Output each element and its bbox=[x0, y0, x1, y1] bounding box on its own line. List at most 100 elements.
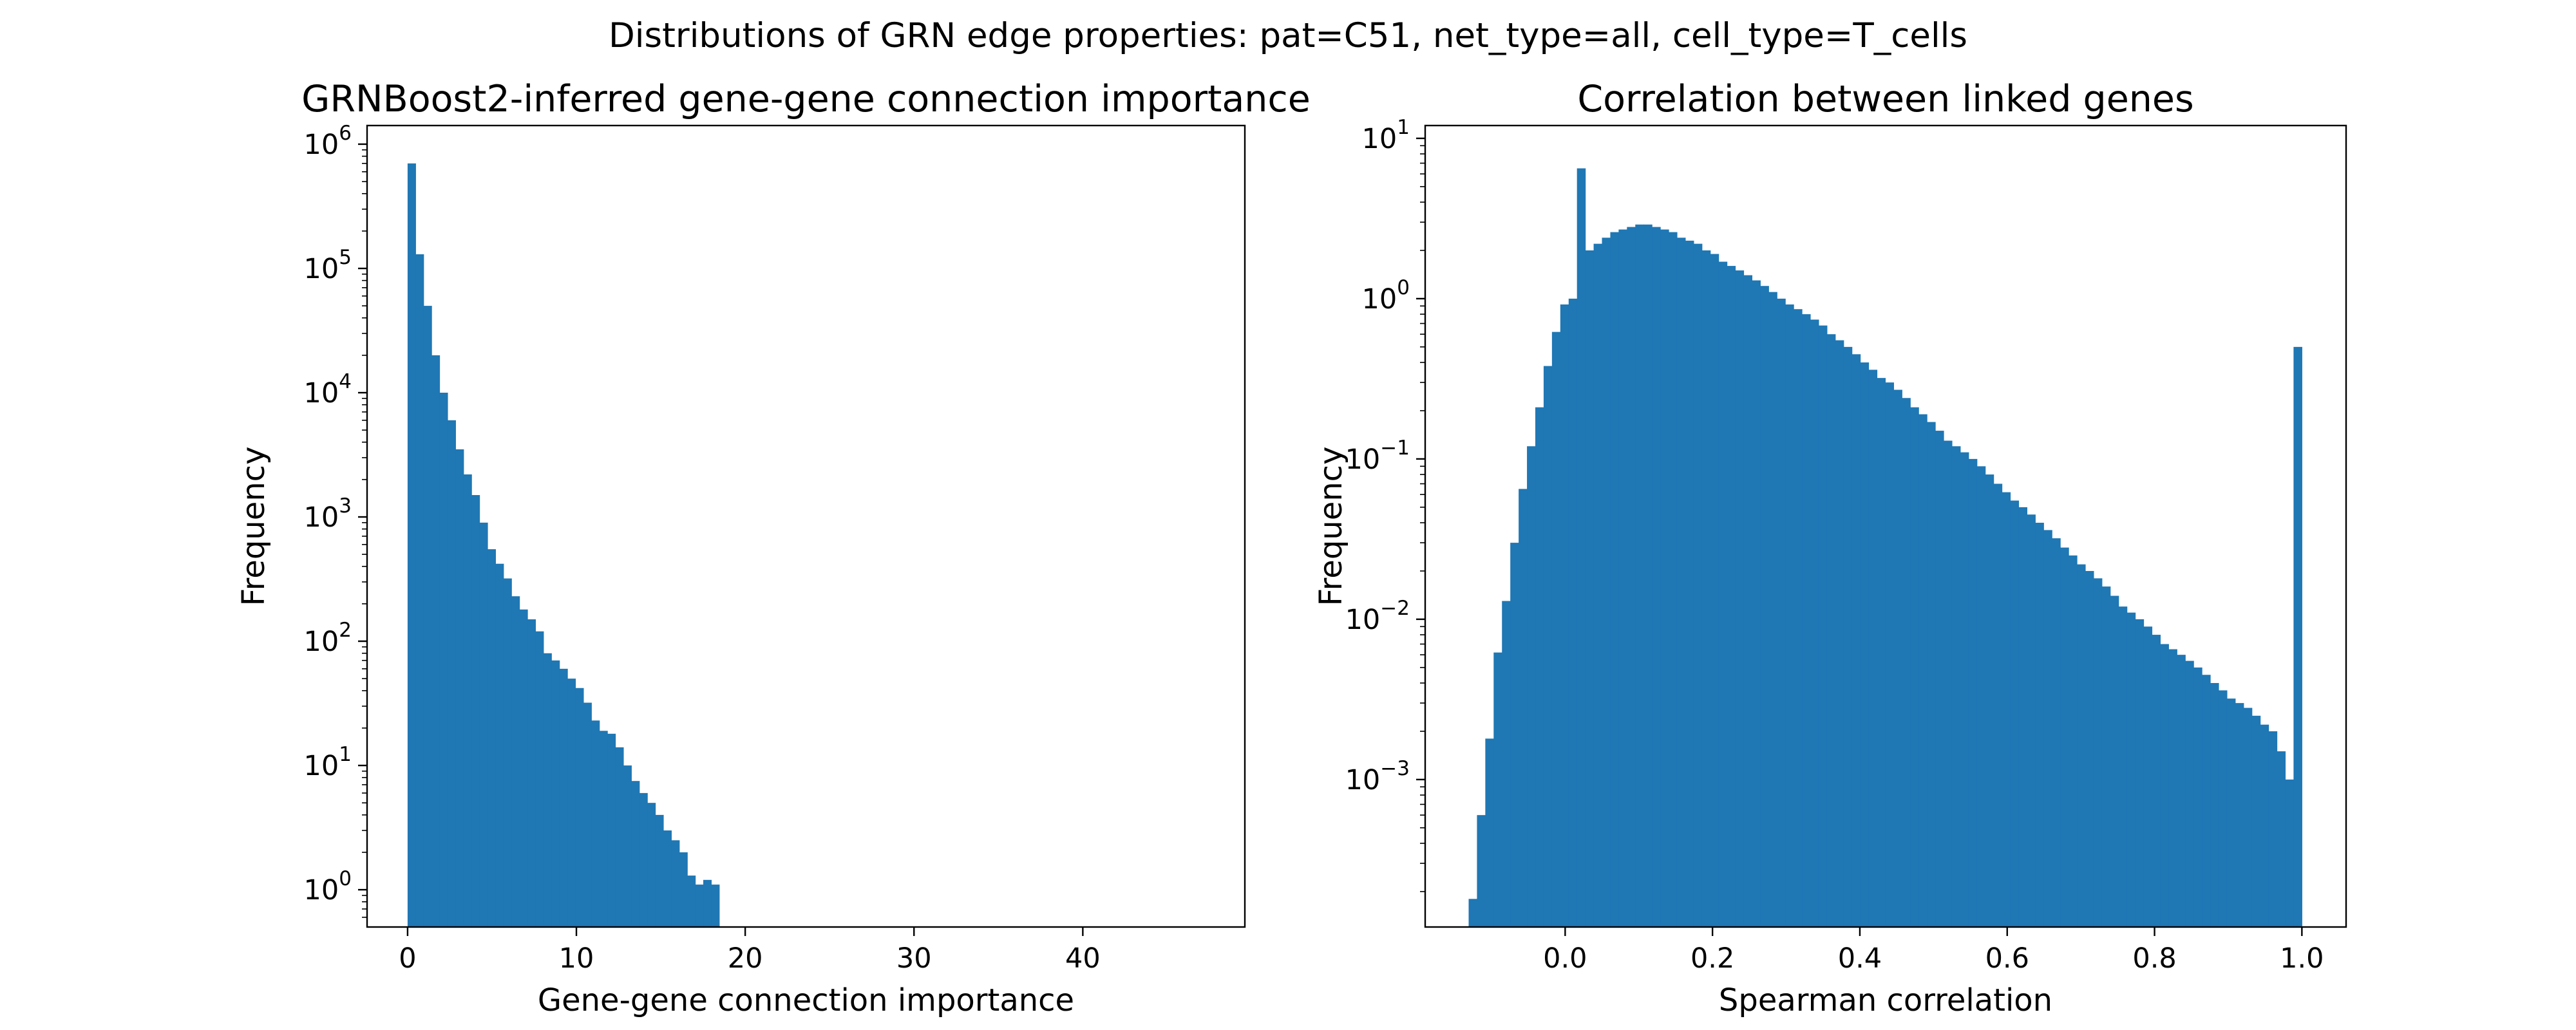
histogram-bar bbox=[615, 747, 624, 927]
histogram-bar bbox=[1752, 280, 1761, 927]
histogram-bar bbox=[527, 619, 536, 927]
histogram-bar bbox=[1743, 275, 1753, 927]
histogram-bar bbox=[2168, 649, 2177, 927]
histogram-bar bbox=[2018, 507, 2027, 927]
panel-title: GRNBoost2-inferred gene-gene connection … bbox=[301, 78, 1311, 120]
histogram-bar bbox=[2277, 751, 2286, 927]
histogram-bar bbox=[1877, 378, 1886, 927]
histogram-bar bbox=[479, 522, 488, 927]
histogram-bar bbox=[2135, 619, 2145, 927]
histogram-bar bbox=[1535, 407, 1544, 927]
histogram-bar bbox=[463, 474, 472, 927]
axes-frame bbox=[1424, 124, 2347, 928]
histogram-bar bbox=[2110, 595, 2119, 927]
y-axis-minor-ticks bbox=[1420, 145, 1425, 892]
histogram-bar bbox=[1843, 346, 1853, 927]
histogram-bar bbox=[2293, 346, 2302, 927]
histogram-bar bbox=[1568, 298, 1578, 927]
x-axis-ticks: 0 10 20 30 40 bbox=[399, 927, 1101, 975]
histogram-bar bbox=[2235, 703, 2244, 927]
x-tick-label: 0.4 bbox=[1838, 942, 1882, 975]
histogram-bar bbox=[1593, 243, 1603, 927]
y-axis-ticks: 100 101 102 103 104 105 106 bbox=[304, 122, 367, 906]
histogram-bar bbox=[575, 688, 584, 927]
histogram-bar bbox=[1868, 370, 1878, 927]
histogram-bar bbox=[2043, 530, 2052, 927]
histogram-bar bbox=[495, 563, 504, 927]
histogram-bar bbox=[1577, 168, 1586, 927]
histogram-bar bbox=[1951, 446, 1961, 927]
y-tick-label: 100 bbox=[304, 867, 352, 906]
panel-title: Correlation between linked genes bbox=[1577, 78, 2193, 120]
histogram-bar bbox=[1610, 232, 1619, 928]
histogram-bar bbox=[1985, 474, 1994, 927]
histogram-bar bbox=[2002, 492, 2011, 927]
x-tick-label: 20 bbox=[728, 942, 763, 975]
histogram-bar bbox=[2143, 626, 2153, 927]
histogram-bar bbox=[1718, 261, 1728, 927]
y-tick-label: 106 bbox=[304, 122, 352, 161]
x-tick-label: 0.0 bbox=[1543, 942, 1587, 975]
histogram-bar bbox=[2268, 731, 2278, 927]
histogram-bar bbox=[2160, 644, 2169, 927]
histogram-bar bbox=[687, 876, 696, 927]
histogram-bar bbox=[655, 814, 664, 927]
x-tick-label: 0.8 bbox=[2132, 942, 2176, 975]
panel-correlation: 0.0 0.2 0.4 0.6 0.8 1.0 10−3 10−2 10−1 100 101 Corr… bbox=[1313, 78, 2347, 1018]
histogram-bar bbox=[2060, 547, 2069, 927]
histogram-bar bbox=[1693, 243, 1703, 927]
y-tick-label: 10−2 bbox=[1345, 597, 1410, 636]
histogram-bar bbox=[2152, 635, 2161, 927]
histogram-bar bbox=[1527, 446, 1536, 927]
histogram-bar bbox=[703, 879, 712, 927]
histogram-bar bbox=[551, 660, 560, 927]
axes-frame bbox=[366, 124, 1246, 928]
histogram-bar bbox=[1652, 227, 1661, 928]
histogram-bar bbox=[2077, 564, 2086, 927]
histogram-bar bbox=[1927, 422, 1936, 927]
histogram-bar bbox=[1918, 414, 1927, 927]
histogram-bar bbox=[1468, 899, 1478, 927]
histogram-bar bbox=[1835, 340, 1844, 927]
x-tick-label: 40 bbox=[1065, 942, 1101, 975]
histogram-bar bbox=[1735, 270, 1745, 927]
histogram-bar bbox=[2101, 586, 2111, 927]
histogram-bar bbox=[423, 306, 432, 928]
histogram-bar bbox=[1618, 229, 1627, 927]
histogram-bar bbox=[519, 609, 528, 927]
histogram-bar bbox=[1902, 398, 1911, 927]
histogram-bar bbox=[1551, 332, 1561, 927]
histogram-bar bbox=[559, 668, 568, 927]
histogram-bar bbox=[695, 885, 704, 927]
histogram-bar bbox=[639, 792, 648, 927]
histogram-bar bbox=[2093, 578, 2103, 927]
histogram-bar bbox=[1669, 232, 1678, 928]
histogram-bar bbox=[2251, 715, 2261, 927]
y-tick-label: 105 bbox=[304, 246, 352, 285]
histogram-bar bbox=[1560, 304, 1569, 927]
histogram-bar bbox=[1510, 543, 1519, 927]
histogram-bar bbox=[487, 549, 496, 927]
histogram-bar bbox=[1727, 266, 1736, 928]
x-tick-label: 0.2 bbox=[1690, 942, 1734, 975]
histogram-bar bbox=[1602, 238, 1611, 927]
histogram-bar bbox=[1660, 229, 1669, 927]
histogram-bar bbox=[1993, 483, 2003, 927]
histogram-bar bbox=[583, 702, 592, 927]
histogram-bar bbox=[503, 578, 512, 927]
histogram-bar bbox=[1768, 292, 1777, 927]
histogram-bar bbox=[1477, 815, 1486, 927]
histogram-bar bbox=[2226, 698, 2236, 927]
y-axis-minor-ticks bbox=[362, 149, 367, 918]
histogram-bar bbox=[2069, 555, 2078, 927]
histogram-bar bbox=[2193, 667, 2202, 927]
histogram-bar bbox=[1543, 366, 1553, 927]
histogram-bar bbox=[631, 781, 640, 927]
histogram-bar bbox=[1885, 382, 1894, 927]
histogram-bar bbox=[2177, 655, 2186, 927]
histogram-bar bbox=[2218, 690, 2228, 927]
y-tick-label: 100 bbox=[1362, 276, 1410, 315]
histogram-bar bbox=[1676, 238, 1686, 927]
y-axis-ticks: 10−3 10−2 10−1 100 101 bbox=[1345, 116, 1425, 796]
